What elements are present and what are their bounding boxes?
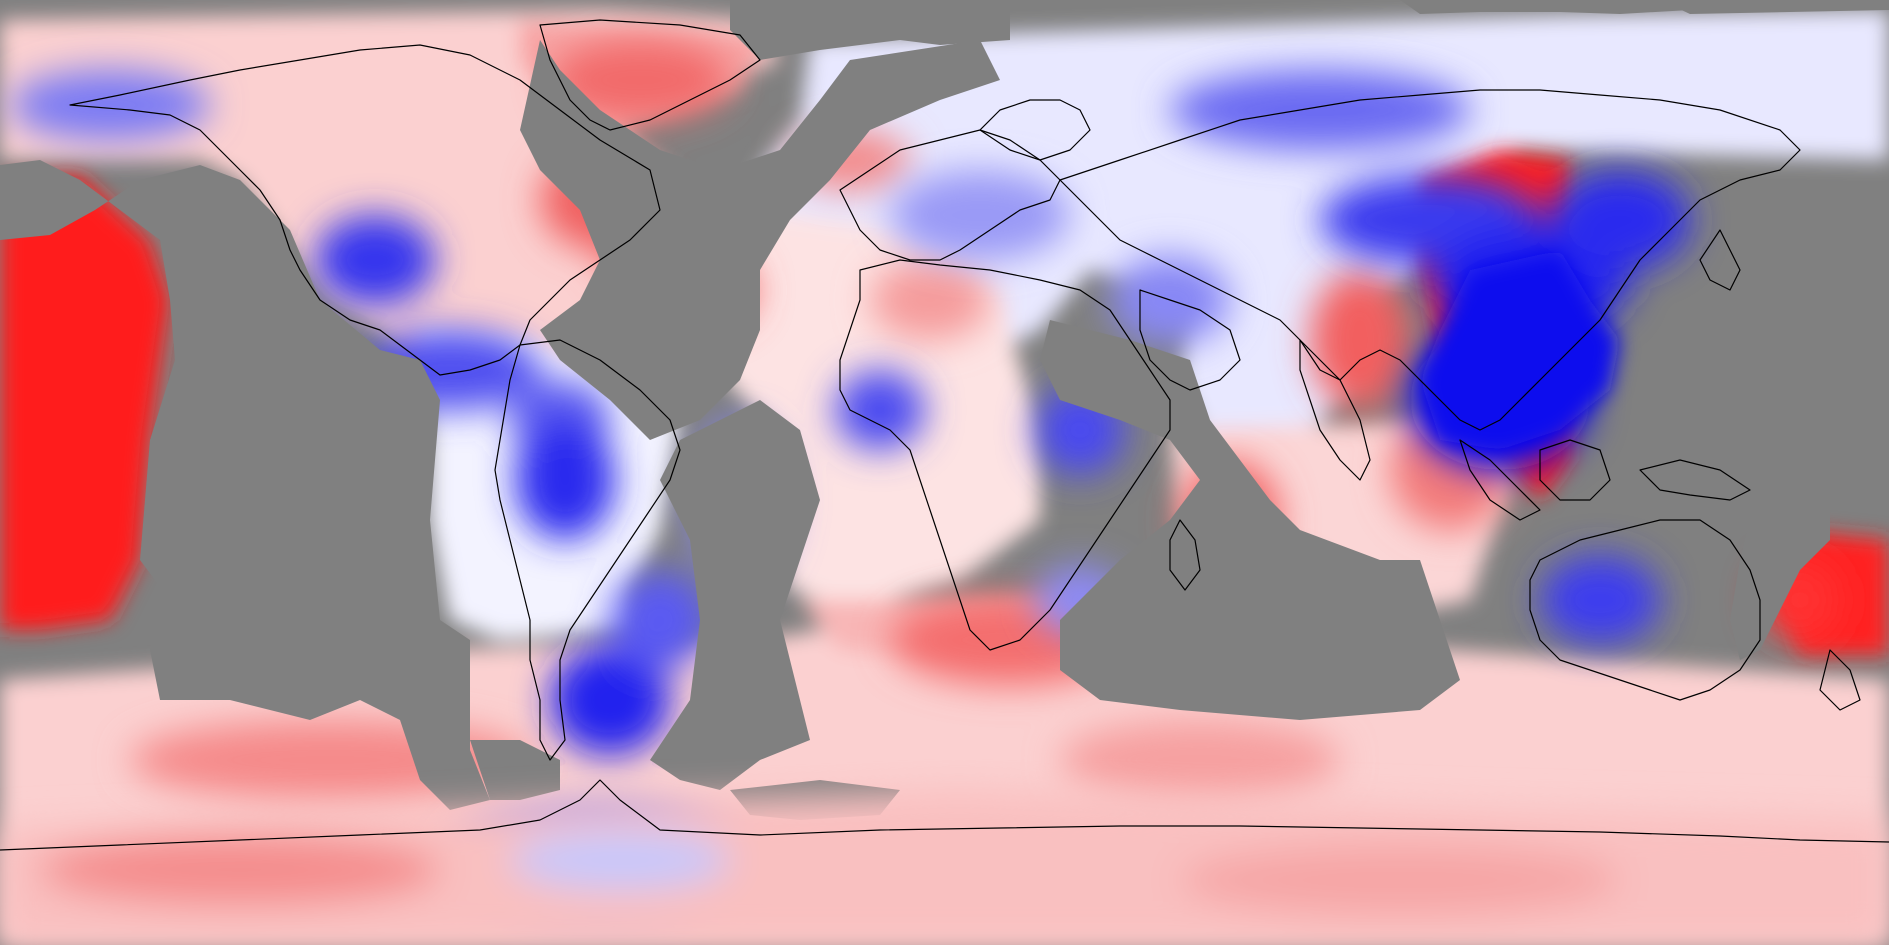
coast-madagascar bbox=[1169, 519, 1201, 591]
coast-europe bbox=[839, 129, 1061, 261]
warm-weddell bbox=[1060, 720, 1340, 800]
coast-arabia bbox=[1139, 289, 1241, 391]
coastline-layer bbox=[0, 19, 1889, 851]
mask-arctic-east bbox=[1660, 0, 1889, 14]
mask-north-atlantic bbox=[520, 40, 1000, 440]
warm-india bbox=[1310, 270, 1410, 410]
coast-sumatra bbox=[1459, 439, 1541, 521]
coast-new-guinea bbox=[1639, 459, 1751, 501]
mask-south-atlantic bbox=[650, 400, 820, 790]
cool-core-southeast-asia bbox=[1420, 250, 1620, 450]
cool-southern-peninsula bbox=[510, 830, 730, 890]
cool-europe bbox=[890, 170, 1070, 260]
warm-sahara bbox=[870, 260, 990, 340]
cool-alaska bbox=[10, 70, 210, 140]
coast-scandinavia bbox=[979, 99, 1091, 161]
cool-patagonia bbox=[550, 645, 670, 755]
cool-andes bbox=[515, 420, 615, 540]
coast-antarctica bbox=[0, 779, 1889, 851]
cool-siberia bbox=[1170, 70, 1470, 150]
warm-greenland bbox=[550, 40, 730, 120]
mask-coral-sea bbox=[1730, 470, 1830, 660]
mask-north-pacific bbox=[0, 160, 490, 810]
coast-india bbox=[1299, 339, 1371, 481]
cool-australia bbox=[1540, 555, 1660, 645]
mask-philippine-sea bbox=[1680, 310, 1790, 460]
coast-south-america bbox=[494, 339, 681, 761]
missing-data-mask bbox=[0, 0, 1889, 830]
coast-japan bbox=[1699, 229, 1741, 291]
field-east-pacific bbox=[0, 175, 170, 630]
mask-arctic-asia bbox=[1400, 0, 1700, 14]
coast-new-zealand bbox=[1819, 649, 1861, 711]
coast-asia bbox=[1059, 89, 1801, 431]
cool-rockies bbox=[315, 215, 435, 305]
mask-indian-ocean bbox=[1040, 320, 1460, 720]
coast-borneo bbox=[1539, 439, 1611, 501]
cool-pampas bbox=[610, 570, 710, 670]
mask-arctic-north-america bbox=[730, 0, 1010, 60]
coast-africa bbox=[839, 259, 1171, 651]
cool-west-africa bbox=[835, 370, 925, 450]
warm-southern-1 bbox=[40, 835, 440, 905]
coast-greenland bbox=[539, 19, 761, 131]
warm-southern-2 bbox=[1180, 845, 1620, 915]
coast-australia bbox=[1529, 519, 1761, 701]
mask-antarctic-gap-1 bbox=[470, 740, 560, 800]
